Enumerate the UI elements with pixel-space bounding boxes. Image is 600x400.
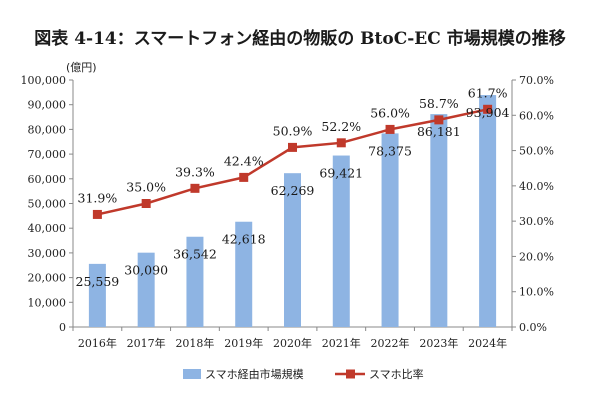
- left-tick-label: 100,000: [21, 74, 67, 87]
- left-tick-label: 90,000: [28, 99, 67, 112]
- x-tick-label: 2020年: [273, 336, 312, 350]
- x-tick-label: 2024年: [468, 336, 507, 350]
- bar-value-label: 36,542: [173, 247, 217, 262]
- line-value-label: 56.0%: [370, 105, 410, 120]
- left-tick-label: 60,000: [28, 173, 67, 186]
- bar-value-label: 25,559: [76, 274, 120, 289]
- left-tick-label: 50,000: [28, 198, 67, 211]
- bar-value-label: 62,269: [271, 183, 315, 198]
- bar-value-label: 30,090: [124, 263, 168, 278]
- bar-value-label: 42,618: [222, 232, 266, 247]
- bar: [332, 155, 350, 327]
- line-value-label: 61.7%: [468, 85, 508, 100]
- legend-line-marker: [346, 369, 355, 379]
- x-tick-label: 2017年: [127, 336, 166, 350]
- x-tick-label: 2023年: [419, 336, 458, 350]
- x-tick-label: 2016年: [78, 336, 117, 350]
- line-value-label: 58.7%: [419, 96, 459, 111]
- y-axis-unit-label: (億円): [66, 61, 97, 74]
- legend-line-label: スマホ比率: [369, 367, 424, 381]
- bar-value-label: 93,904: [466, 105, 510, 120]
- bar: [186, 236, 204, 327]
- line-value-label: 31.9%: [78, 190, 118, 205]
- bar: [235, 221, 253, 327]
- line-value-label: 50.9%: [273, 123, 313, 138]
- axes: 0 10,000 20,000 30,000 40,000 50,000 60,000 70,…: [21, 74, 554, 350]
- legend-bar-label: スマホ経由市場規模: [205, 367, 304, 381]
- bar: [381, 133, 399, 327]
- line-value-label: 35.0%: [126, 180, 166, 195]
- bar: [137, 252, 155, 327]
- line-point: [239, 172, 249, 182]
- x-tick-label: 2019年: [224, 336, 263, 350]
- right-tick-label: 50.0%: [519, 145, 554, 158]
- bar: [88, 263, 106, 327]
- right-tick-label: 20.0%: [519, 250, 554, 263]
- line-point: [483, 104, 493, 114]
- x-tick-label: 2021年: [322, 336, 361, 350]
- right-tick-label: 30.0%: [519, 215, 554, 228]
- right-tick-label: 70.0%: [519, 74, 554, 87]
- x-tick-label: 2022年: [371, 336, 410, 350]
- left-tick-label: 80,000: [28, 123, 67, 136]
- line-point: [190, 183, 200, 193]
- line-value-label: 42.4%: [224, 153, 264, 168]
- line-value-label: 52.2%: [321, 119, 361, 134]
- bar: [284, 173, 301, 327]
- bar: [430, 114, 448, 327]
- x-tick-label: 2018年: [175, 336, 214, 350]
- left-tick-label: 0: [59, 321, 66, 334]
- left-tick-label: 70,000: [28, 148, 67, 161]
- left-tick-label: 40,000: [28, 222, 67, 235]
- bar-series: [88, 95, 497, 327]
- right-tick-label: 60.0%: [519, 109, 554, 122]
- bar-value-label: 69,421: [319, 166, 363, 181]
- line-value-label: 39.3%: [175, 164, 215, 179]
- line-point: [385, 124, 395, 134]
- bar-value-label: 86,181: [417, 124, 461, 139]
- data-labels: 25,559 30,090 36,542 42,618 62,269 69,421 78,3…: [76, 85, 510, 289]
- left-tick-label: 20,000: [28, 272, 67, 285]
- bar: [479, 95, 497, 327]
- line-point: [434, 115, 444, 125]
- left-tick-label: 30,000: [28, 247, 67, 260]
- legend: スマホ経由市場規模 スマホ比率: [183, 367, 424, 381]
- chart-title: 図表 4-14：スマートフォン経由の物販の BtoC-EC 市場規模の推移: [34, 28, 565, 49]
- line-point: [288, 142, 297, 152]
- line-point: [92, 209, 102, 219]
- bar-value-label: 78,375: [368, 143, 412, 158]
- legend-bar-swatch: [183, 369, 201, 379]
- right-tick-label: 40.0%: [519, 180, 554, 193]
- right-tick-label: 10.0%: [519, 286, 554, 299]
- line-point: [141, 199, 151, 208]
- right-tick-label: 0.0%: [519, 321, 547, 334]
- left-tick-label: 10,000: [28, 296, 67, 309]
- line-series: [92, 104, 493, 219]
- line-point: [336, 138, 346, 148]
